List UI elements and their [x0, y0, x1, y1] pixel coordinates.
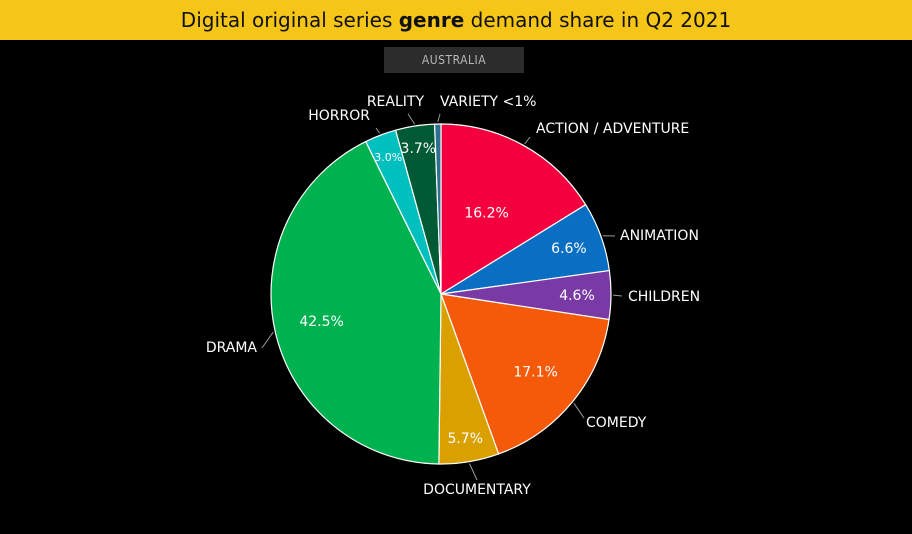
slice-value-comedy: 17.1% [513, 365, 557, 381]
pie-slice-comedy [440, 293, 610, 455]
leader-line-variety-1 [437, 113, 441, 123]
leader-line-children [612, 294, 623, 297]
title-suffix: demand share in Q2 2021 [464, 8, 732, 32]
title-bar: Digital original series genre demand sha… [0, 0, 912, 40]
pie-slice-drama [270, 140, 442, 465]
title-emphasis: genre [398, 8, 465, 32]
leader-line-comedy [573, 402, 585, 419]
slice-label-documentary: DOCUMENTARY [423, 482, 531, 498]
slice-label-reality: REALITY [367, 94, 425, 110]
pie-slice-action-adventure [440, 123, 587, 296]
slice-label-children: CHILDREN [628, 289, 700, 305]
slice-value-action-adventure: 16.2% [464, 205, 508, 221]
slice-label-comedy: COMEDY [586, 415, 647, 431]
slice-label-horror: HORROR [308, 108, 370, 124]
title-prefix: Digital original series [180, 8, 399, 32]
chart-title: Digital original series genre demand sha… [181, 8, 731, 32]
leader-lines [261, 113, 623, 481]
slice-value-reality: 3.7% [401, 141, 437, 157]
slice-label-variety-1: VARIETY <1% [440, 94, 536, 110]
slice-value-drama: 42.5% [299, 314, 343, 330]
pie-labels: ACTION / ADVENTURE 16.2% ANIMATION 6.6% CHIL… [206, 94, 700, 498]
slice-label-action-adventure: ACTION / ADVENTURE [536, 121, 689, 137]
pie-slices [270, 123, 612, 465]
leader-line-reality [407, 113, 416, 125]
region-badge: AUSTRALIA [384, 47, 524, 73]
leader-line-horror [375, 127, 381, 134]
leader-line-drama [261, 331, 274, 349]
slice-label-animation: ANIMATION [620, 228, 699, 244]
slice-value-children: 4.6% [559, 288, 595, 304]
slice-value-horror: 3.0% [374, 151, 402, 164]
leader-line-documentary [469, 463, 478, 481]
slice-label-drama: DRAMA [206, 340, 258, 356]
pie-slice-variety-1 [433, 123, 442, 295]
slice-value-documentary: 5.7% [447, 431, 483, 447]
slice-value-animation: 6.6% [551, 241, 587, 257]
leader-line-action-adventure [524, 136, 531, 145]
